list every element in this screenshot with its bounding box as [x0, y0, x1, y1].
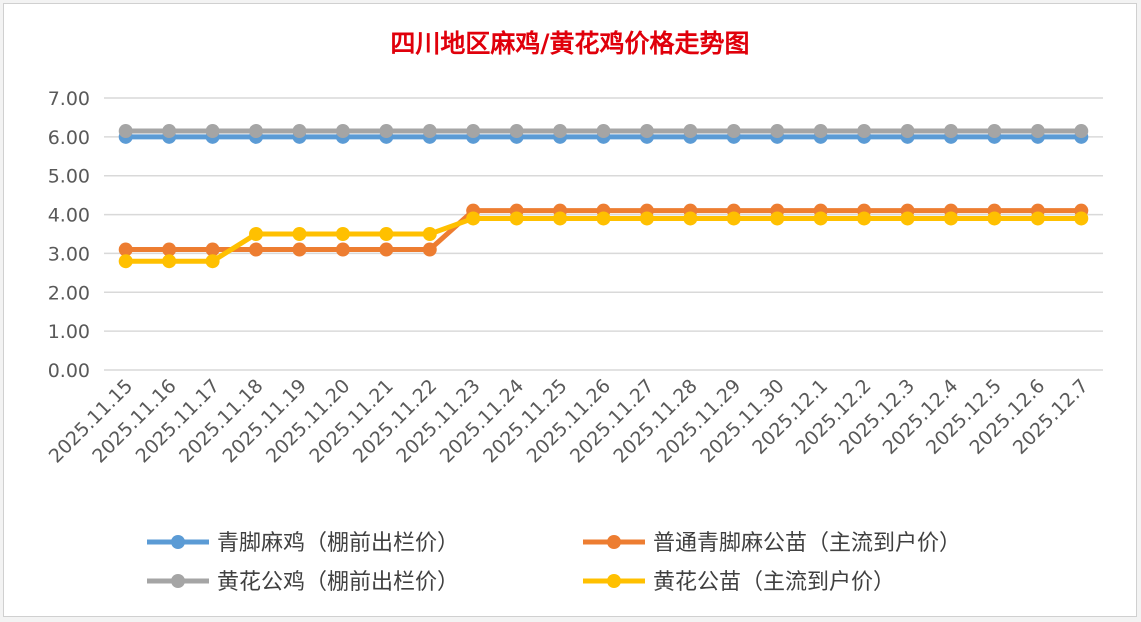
data-point [726, 211, 741, 226]
series-4 [118, 211, 1089, 269]
data-point [900, 211, 915, 226]
data-point [292, 227, 307, 241]
legend-label: 黄花公鸡（棚前出栏价） [217, 570, 459, 595]
data-point [683, 211, 698, 226]
y-tick-label: 1.00 [48, 321, 90, 343]
data-point [466, 124, 481, 139]
data-point [292, 124, 307, 139]
data-point [249, 227, 264, 241]
data-point [509, 211, 524, 226]
legend-swatch-marker [171, 535, 185, 549]
data-point [118, 254, 133, 269]
legend-label: 黄花公苗（主流到户价） [653, 570, 895, 595]
data-point [770, 124, 785, 139]
legend-label: 青脚麻鸡（棚前出栏价） [217, 531, 459, 556]
data-point [292, 242, 307, 257]
series-layer [118, 124, 1089, 269]
data-point [205, 242, 220, 257]
data-point [249, 242, 264, 257]
data-point [987, 124, 1002, 139]
data-point [118, 124, 133, 139]
series-3 [118, 124, 1089, 139]
data-point [1074, 124, 1089, 139]
data-point [857, 124, 872, 139]
legend-swatch-marker [607, 574, 621, 588]
legend-item: 黄花公苗（主流到户价） [583, 570, 895, 595]
legend-item: 普通青脚麻公苗（主流到户价） [583, 531, 961, 556]
y-tick-label: 3.00 [48, 243, 90, 265]
y-tick-label: 0.00 [48, 360, 90, 382]
legend-item: 青脚麻鸡（棚前出栏价） [147, 531, 459, 556]
data-point [553, 211, 568, 226]
y-tick-label: 4.00 [48, 205, 90, 227]
data-point [335, 227, 350, 241]
data-point [1030, 124, 1045, 139]
data-point [205, 254, 220, 269]
data-point [379, 124, 394, 139]
legend-swatch-marker [171, 574, 185, 588]
data-point [813, 124, 828, 139]
data-point [205, 124, 220, 139]
data-point [987, 211, 1002, 226]
data-point [118, 242, 133, 257]
data-point [422, 227, 437, 241]
data-point [162, 254, 177, 269]
data-point [422, 124, 437, 139]
data-point [162, 124, 177, 139]
y-tick-label: 2.00 [48, 282, 90, 304]
data-point [162, 242, 177, 257]
data-point [335, 124, 350, 139]
data-point [943, 124, 958, 139]
data-point [770, 211, 785, 226]
data-point [553, 124, 568, 139]
data-point [1074, 211, 1089, 226]
chart-frame: 四川地区麻鸡/黄花鸡价格走势图 0.00 1.00 2.00 3.00 4.00 5.00… [3, 3, 1137, 617]
legend: 青脚麻鸡（棚前出栏价） 普通青脚麻公苗（主流到户价） 黄花公鸡（棚前出栏价） 黄花公苗… [147, 531, 961, 595]
chart-title: 四川地区麻鸡/黄花鸡价格走势图 [390, 29, 749, 58]
data-point [1030, 211, 1045, 226]
data-point [900, 124, 915, 139]
data-point [943, 211, 958, 226]
data-point [379, 227, 394, 241]
data-point [596, 124, 611, 139]
y-tick-label: 5.00 [48, 166, 90, 188]
line-chart: 四川地区麻鸡/黄花鸡价格走势图 0.00 1.00 2.00 3.00 4.00 5.00… [45, 29, 1103, 595]
legend-item: 黄花公鸡（棚前出栏价） [147, 570, 459, 595]
data-point [379, 242, 394, 257]
y-tick-label: 6.00 [48, 127, 90, 149]
data-point [857, 211, 872, 226]
data-point [509, 124, 524, 139]
data-point [335, 242, 350, 257]
data-point [726, 124, 741, 139]
legend-swatch-marker [607, 535, 621, 549]
data-point [813, 211, 828, 226]
data-point [596, 211, 611, 226]
data-point [422, 242, 437, 257]
data-point [249, 124, 264, 139]
y-tick-label: 7.00 [48, 88, 90, 110]
y-axis-ticks: 0.00 1.00 2.00 3.00 4.00 5.00 6.00 7.00 [48, 88, 90, 382]
data-point [683, 124, 698, 139]
legend-label: 普通青脚麻公苗（主流到户价） [653, 531, 961, 556]
data-point [639, 124, 654, 139]
data-point [466, 211, 481, 226]
x-axis-ticks: 2025.11.152025.11.162025.11.172025.11.18… [45, 375, 1093, 467]
data-point [639, 211, 654, 226]
